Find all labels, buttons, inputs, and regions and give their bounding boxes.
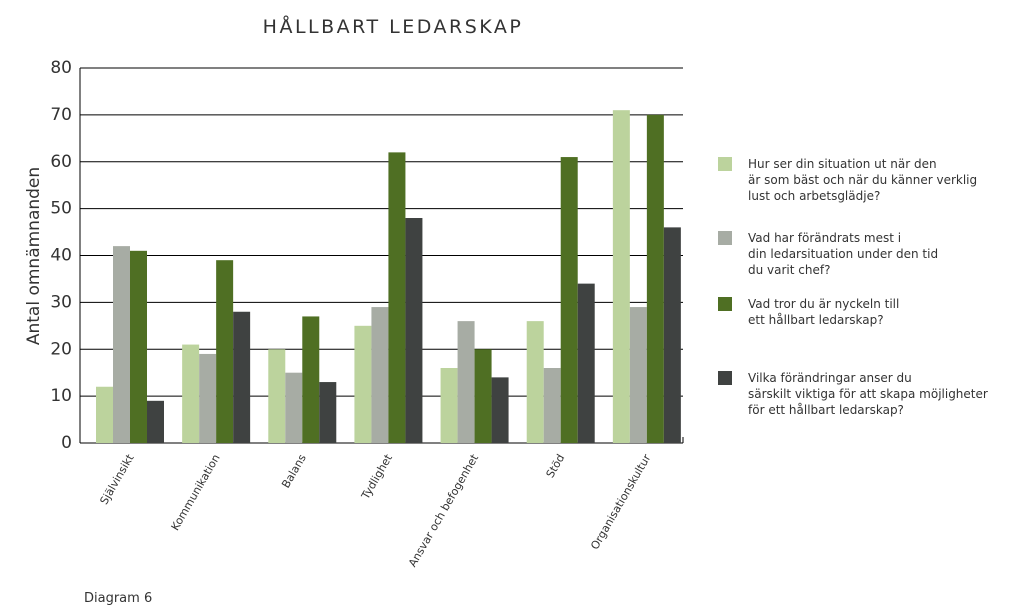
legend-label: Vad tror du är nyckeln till ett hållbart … [748, 297, 899, 327]
legend-swatch [718, 231, 732, 245]
bar [560, 157, 578, 443]
legend-swatch [718, 157, 732, 171]
bar [216, 260, 234, 443]
bar [612, 110, 630, 443]
bar [371, 307, 389, 443]
bar [388, 152, 406, 443]
legend-label: Hur ser din situation ut när den är som b… [748, 157, 977, 203]
x-tick-label: Ansvar och befogenhet [406, 451, 482, 569]
bar [663, 227, 681, 443]
y-tick-label: 20 [50, 339, 72, 359]
bar [233, 311, 251, 443]
bar [199, 353, 217, 443]
x-tick-label: Organisationskultur [588, 452, 653, 552]
y-tick-label: 50 [50, 199, 72, 219]
x-tick-label: Stöd [544, 452, 568, 480]
bar [629, 307, 647, 443]
legend-swatch [718, 297, 732, 311]
bar [543, 368, 561, 443]
bar [182, 344, 200, 443]
legend-swatch [718, 371, 732, 385]
x-tick-label: Självinsikt [97, 451, 137, 506]
y-tick-label: 40 [50, 246, 72, 266]
y-tick-label: 60 [50, 152, 72, 172]
bar [302, 316, 320, 443]
bar [96, 386, 113, 443]
bar [491, 377, 509, 443]
y-tick-label: 0 [61, 433, 72, 453]
bar [440, 368, 458, 443]
bar [147, 400, 164, 443]
bar [474, 349, 492, 443]
x-tick-label: Balans [279, 452, 309, 491]
bar [405, 218, 423, 443]
y-tick-label: 70 [50, 105, 72, 125]
legend-label: Vad har förändrats mest i din ledarsituat… [748, 231, 938, 277]
bar [526, 321, 544, 443]
bar [130, 250, 147, 443]
bar [457, 321, 475, 443]
y-tick-label: 80 [50, 58, 72, 78]
x-tick-label: Tydlighet [358, 451, 395, 502]
bar [646, 114, 664, 443]
bar [113, 246, 130, 443]
y-tick-label: 10 [50, 386, 72, 406]
y-tick-label: 30 [50, 292, 72, 312]
chart-title: HÅLLBART LEDARSKAP [263, 15, 524, 38]
bar [285, 372, 303, 443]
caption: Diagram 6 [84, 591, 152, 605]
x-tick-label: Kommunikation [169, 452, 223, 533]
bar [577, 283, 595, 443]
bar [319, 382, 337, 443]
bar [268, 349, 286, 443]
y-axis-label: Antal omnämnanden [24, 167, 44, 345]
bar [354, 325, 372, 443]
legend-label: Vilka förändringar anser du särskilt vikt… [748, 371, 988, 417]
